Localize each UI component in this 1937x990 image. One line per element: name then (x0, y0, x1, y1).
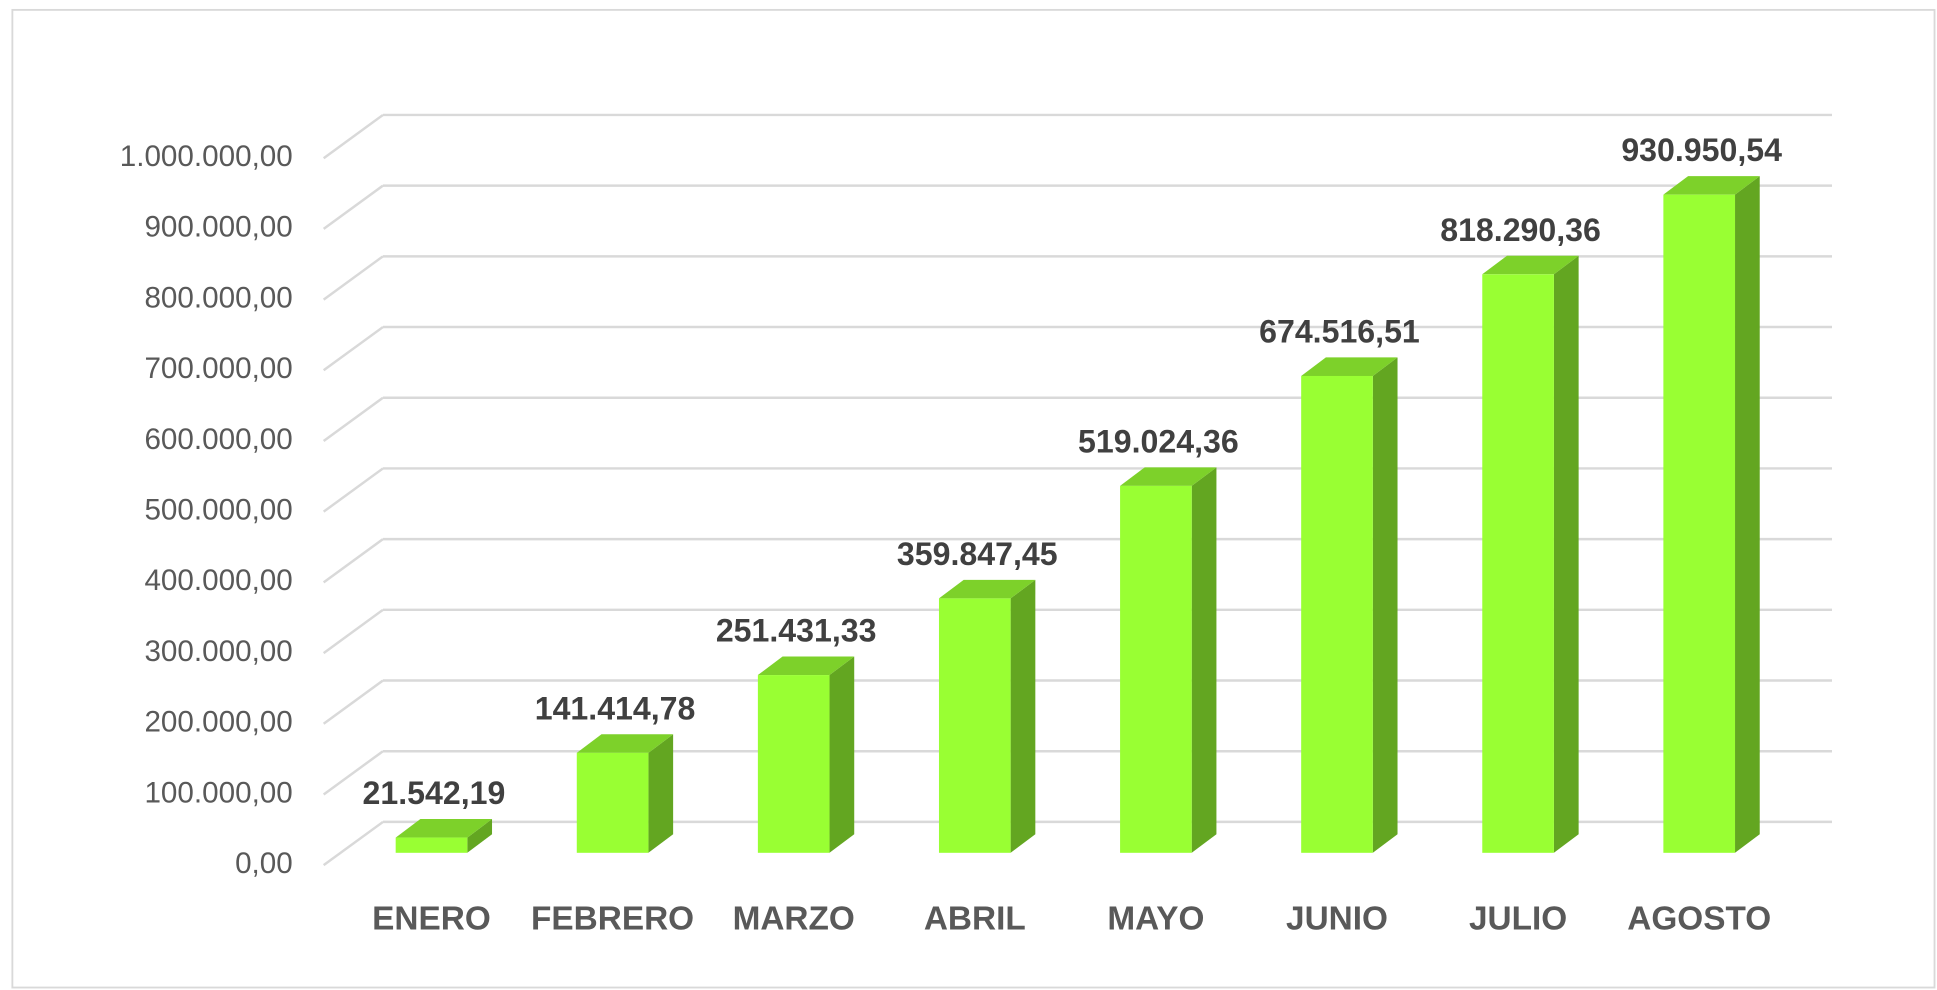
data-label: 674.516,51 (1259, 313, 1420, 349)
x-tick-label: AGOSTO (1627, 901, 1771, 938)
bar-top (1301, 357, 1398, 376)
data-label: 930.950,54 (1621, 132, 1782, 168)
x-tick-label: JULIO (1469, 901, 1567, 938)
y-tick-label: 700.000,00 (144, 352, 292, 385)
grid-line-depth (322, 750, 384, 796)
bar (1663, 194, 1736, 853)
x-tick-label: MARZO (733, 901, 855, 938)
grid-line-depth (322, 326, 384, 372)
grid-line-depth (322, 608, 384, 655)
data-label: 251.431,33 (716, 613, 877, 649)
bar-side (829, 656, 855, 853)
grid-line-depth (322, 820, 384, 867)
bar-top (1663, 176, 1760, 195)
y-tick-label: 800.000,00 (144, 281, 292, 314)
grid-line-depth (322, 184, 384, 230)
y-tick-label: 100.000,00 (144, 776, 292, 809)
bar (1301, 375, 1373, 853)
grid-line-depth (322, 538, 384, 584)
data-label: 359.847,45 (897, 536, 1058, 572)
bar-top (395, 819, 493, 838)
data-label: 141.414,78 (535, 690, 696, 726)
x-tick-label: ENERO (372, 901, 491, 938)
bar-side (1372, 357, 1398, 853)
data-label: 519.024,36 (1078, 423, 1239, 459)
bar (757, 675, 830, 853)
grid-line-depth (322, 255, 384, 301)
bar-side (1191, 467, 1217, 853)
bar-side (1735, 176, 1760, 853)
bar-top (938, 579, 1036, 599)
data-label: 21.542,19 (363, 775, 506, 811)
x-tick-label: FEBRERO (531, 901, 694, 938)
x-tick-label: ABRIL (924, 901, 1026, 938)
grid-line-depth (322, 396, 384, 442)
bar-side (1010, 579, 1036, 853)
bar-side (648, 734, 674, 853)
bar (576, 752, 649, 853)
bar-top (576, 734, 674, 753)
y-tick-label: 500.000,00 (144, 494, 292, 527)
y-tick-label: 300.000,00 (144, 635, 292, 668)
bar-top (1482, 255, 1579, 275)
y-tick-label: 600.000,00 (144, 423, 292, 456)
y-tick-label: 1.000.000,00 (120, 140, 293, 173)
bar-top (1120, 467, 1217, 486)
bar-side (1553, 255, 1579, 853)
bar (395, 837, 468, 853)
grid-line-depth (322, 113, 384, 160)
bar (1120, 485, 1192, 853)
y-tick-label: 200.000,00 (144, 706, 292, 739)
x-tick-label: JUNIO (1286, 901, 1388, 938)
grid-line-depth (322, 467, 384, 513)
bar (1482, 274, 1554, 853)
bar-top (757, 656, 855, 676)
grid-line-depth (322, 679, 384, 725)
y-tick-label: 0,00 (235, 847, 293, 880)
data-label: 818.290,36 (1440, 212, 1601, 248)
y-tick-label: 400.000,00 (144, 564, 292, 597)
y-tick-label: 900.000,00 (144, 211, 292, 244)
bar-side (467, 819, 493, 853)
x-tick-label: MAYO (1107, 901, 1204, 938)
bar (938, 598, 1011, 853)
